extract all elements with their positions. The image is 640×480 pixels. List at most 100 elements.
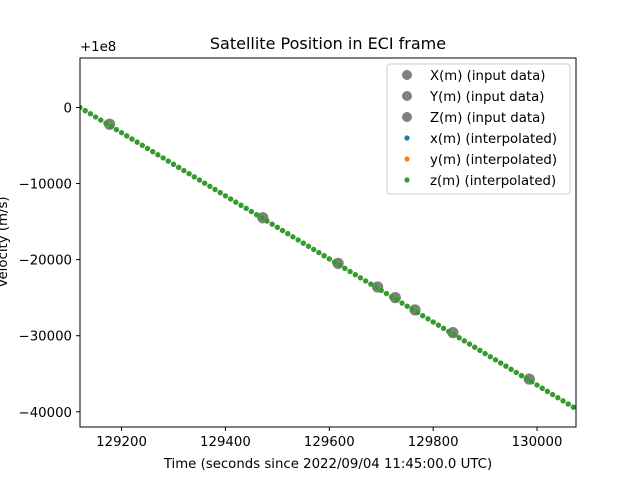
y-tick-label: −30000 xyxy=(19,330,72,345)
interp-point-3-8 xyxy=(113,126,119,133)
interp-point-3-75 xyxy=(461,338,467,344)
interp-point-3-4 xyxy=(92,114,99,120)
interp-point-3-94 xyxy=(560,398,566,404)
interp-point-3-58 xyxy=(373,284,379,290)
interp-point-3-19 xyxy=(170,161,177,167)
interp-point-3-46 xyxy=(311,246,317,253)
interp-point-3-18 xyxy=(165,158,171,164)
interp-point-3-35 xyxy=(253,212,260,218)
legend-marker-1 xyxy=(402,70,412,80)
interp-point-3-73 xyxy=(451,332,457,338)
x-tick-label: 129200 xyxy=(96,435,147,450)
interp-point-3-26 xyxy=(207,183,213,189)
legend-marker-3 xyxy=(402,112,412,122)
interp-point-3-14 xyxy=(144,145,151,152)
y-tick-label: 0 xyxy=(64,101,72,116)
x-axis-label: Time (seconds since 2022/09/04 11:45:00.… xyxy=(163,457,492,472)
interp-point-3-55 xyxy=(357,275,364,281)
interp-point-3-76 xyxy=(466,341,473,347)
interp-point-3-91 xyxy=(544,388,551,394)
interp-point-3-69 xyxy=(430,319,436,325)
interp-point-3-15 xyxy=(150,149,156,155)
interp-point-3-79 xyxy=(482,350,488,357)
interp-point-3-40 xyxy=(279,227,286,234)
interp-point-3-80 xyxy=(487,354,493,360)
x-tick-label: 130000 xyxy=(512,435,563,450)
legend-marker-6 xyxy=(404,177,410,183)
x-tick-label: 129600 xyxy=(304,435,355,450)
interp-point-3-81 xyxy=(492,357,499,363)
interp-point-3-47 xyxy=(316,249,322,256)
interp-point-3-45 xyxy=(305,243,312,249)
interp-point-3-37 xyxy=(264,218,270,224)
interp-point-3-90 xyxy=(539,385,545,391)
interp-point-3-36 xyxy=(259,215,265,221)
interp-point-3-82 xyxy=(498,360,504,366)
interp-point-3-88 xyxy=(529,379,535,385)
interp-point-3-7 xyxy=(108,123,114,129)
interp-point-3-28 xyxy=(217,190,223,196)
interp-point-3-71 xyxy=(440,325,447,331)
interp-point-3-51 xyxy=(337,262,343,268)
interp-point-3-44 xyxy=(300,240,306,246)
interp-point-3-34 xyxy=(248,208,254,215)
plot-markers xyxy=(80,104,576,410)
interp-point-3-66 xyxy=(414,309,421,316)
interp-point-3-87 xyxy=(524,376,530,382)
interp-point-3-2 xyxy=(82,108,88,114)
interp-point-3-21 xyxy=(181,167,187,174)
interp-point-3-5 xyxy=(98,117,104,123)
interp-point-3-53 xyxy=(347,268,353,275)
interp-point-3-59 xyxy=(378,287,384,294)
legend-label-4: x(m) (interpolated) xyxy=(430,132,557,147)
interp-point-3-9 xyxy=(118,130,125,136)
y-axis-offset-label: +1e8 xyxy=(80,40,116,55)
legend-marker-5 xyxy=(404,156,410,162)
interp-point-3-23 xyxy=(191,174,197,180)
legend-label-1: X(m) (input data) xyxy=(430,69,545,84)
interp-point-3-77 xyxy=(472,344,478,350)
y-tick-label: −20000 xyxy=(19,254,72,269)
legend-label-5: y(m) (interpolated) xyxy=(430,153,557,168)
legend-label-3: Z(m) (input data) xyxy=(430,111,545,126)
interp-point-3-95 xyxy=(565,401,571,407)
interp-point-3-96 xyxy=(570,404,576,410)
interp-point-3-54 xyxy=(352,272,358,278)
interp-point-3-1 xyxy=(80,104,83,111)
interp-point-3-64 xyxy=(404,303,410,309)
interp-point-3-50 xyxy=(331,259,338,265)
legend-label-6: z(m) (interpolated) xyxy=(430,174,556,189)
interp-point-3-85 xyxy=(513,369,519,376)
interp-point-3-13 xyxy=(139,142,145,148)
y-axis-ticks: 0 −10000 −20000 −30000 −40000 xyxy=(19,101,80,421)
interp-point-3-56 xyxy=(363,278,369,284)
interp-point-3-41 xyxy=(285,231,291,237)
interp-point-3-49 xyxy=(326,256,332,262)
legend: X(m) (input data) Y(m) (input data) Z(m) (… xyxy=(386,63,571,195)
interp-point-3-32 xyxy=(238,202,244,208)
y-tick-label: −40000 xyxy=(19,406,72,421)
legend-marker-4 xyxy=(404,135,410,141)
interp-point-3-92 xyxy=(550,391,556,398)
interp-point-3-3 xyxy=(87,111,93,117)
interp-point-3-78 xyxy=(477,347,483,353)
interp-point-3-17 xyxy=(160,155,166,161)
interp-point-3-20 xyxy=(176,164,182,170)
interp-point-3-60 xyxy=(383,290,390,297)
plot-area xyxy=(79,57,577,428)
interp-point-3-16 xyxy=(155,152,161,158)
legend-label-2: Y(m) (input data) xyxy=(429,90,544,105)
interp-point-3-72 xyxy=(446,328,452,335)
interp-point-3-70 xyxy=(435,322,441,328)
interp-point-3-93 xyxy=(555,395,561,401)
interp-point-3-42 xyxy=(290,234,296,240)
interp-point-3-11 xyxy=(129,136,135,142)
interp-point-3-30 xyxy=(228,196,234,202)
legend-box xyxy=(386,63,571,195)
interp-point-3-65 xyxy=(409,306,415,312)
interp-point-3-10 xyxy=(124,133,130,139)
interp-point-3-57 xyxy=(368,281,374,287)
interp-point-3-67 xyxy=(420,313,426,319)
interp-point-3-29 xyxy=(222,193,229,199)
x-tick-label: 129800 xyxy=(408,435,459,450)
